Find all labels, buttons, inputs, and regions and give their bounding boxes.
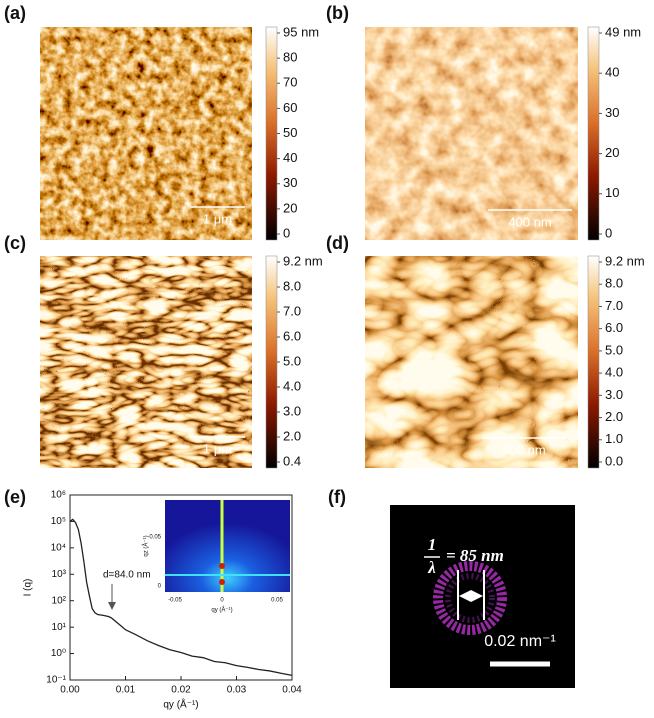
inset-tick: 0.05 — [271, 598, 283, 604]
afm-image — [365, 256, 578, 468]
colorbar-label: 30 — [605, 105, 619, 120]
x-tick-label: 0.01 — [116, 685, 136, 696]
colorbar-label: 20 — [283, 200, 297, 215]
scale-bar-label: 0.02 nm⁻¹ — [484, 633, 556, 650]
colorbar-label: 5.0 — [605, 342, 623, 357]
inset-tick: 0.05 — [149, 535, 161, 541]
y-tick-label: 10¹ — [52, 622, 67, 633]
x-tick-label: 0.03 — [227, 685, 247, 696]
fft-ring — [445, 573, 495, 623]
colorbar-label: 7.0 — [605, 298, 623, 313]
colorbar-label: 80 — [283, 50, 297, 65]
x-tick-label: 0.02 — [171, 685, 191, 696]
colorbar-label: 10 — [605, 185, 619, 200]
scale-bar-label: 400 nm — [502, 442, 545, 457]
y-tick-label: 10⁵ — [51, 516, 66, 527]
colorbar — [265, 26, 278, 241]
colorbar-label: 7.0 — [283, 303, 301, 318]
colorbar-label: 3.0 — [283, 403, 301, 418]
afm-image — [40, 27, 252, 240]
y-tick-label: 10⁰ — [51, 648, 66, 659]
scale-bar-label: 1 μm — [203, 441, 232, 456]
x-tick-label: 0.00 — [60, 685, 80, 696]
fft-image — [390, 505, 575, 688]
colorbar-label: 6.0 — [605, 320, 623, 335]
y-tick-label: 10³ — [52, 569, 67, 580]
fraction-numerator: 1 — [428, 535, 437, 554]
colorbar-label: 20 — [605, 145, 619, 160]
inset-image — [165, 500, 290, 592]
panel-f: (f) 1 λ = 85 nm 0.02 nm⁻¹ — [328, 487, 575, 688]
colorbar-label: 9.2 nm — [605, 253, 645, 268]
panel-label: (d) — [326, 233, 349, 253]
panel-label: (c) — [4, 233, 26, 253]
colorbar-label: 8.0 — [605, 276, 623, 291]
y-tick-label: 10⁶ — [51, 490, 66, 501]
colorbar-label: 2.0 — [283, 428, 301, 443]
inset-peak — [219, 579, 225, 585]
panel-e: (e) qz (Å⁻¹) 0.05 0 -0.05 0 0.05 qy (Å⁻¹… — [4, 487, 302, 711]
inset-tick: 0 — [220, 598, 224, 604]
inset-tick: -0.05 — [168, 598, 182, 604]
colorbar-label: 40 — [283, 150, 297, 165]
y-tick-label: 10² — [52, 595, 67, 606]
inset-y-label: qz (Å⁻¹) — [143, 535, 150, 556]
colorbar-label: 0 — [283, 225, 290, 240]
annotation: d=84.0 nm — [103, 570, 151, 581]
equation: = 85 nm — [446, 546, 504, 565]
colorbar-label: 0.4 — [283, 453, 301, 468]
colorbar-label: 0 — [605, 225, 612, 240]
colorbar — [265, 255, 278, 469]
colorbar-label: 50 — [283, 125, 297, 140]
colorbar-label: 0.0 — [605, 453, 623, 468]
colorbar-label: 70 — [283, 75, 297, 90]
x-tick-label: 0.04 — [282, 685, 302, 696]
colorbar-label: 95 nm — [283, 24, 319, 39]
colorbar-label: 5.0 — [283, 353, 301, 368]
inset-peak — [219, 563, 225, 569]
inset-tick: 0 — [158, 584, 162, 590]
colorbar-label: 8.0 — [283, 278, 301, 293]
panel-label: (f) — [328, 487, 346, 507]
data-line — [69, 518, 293, 676]
colorbar-label: 30 — [283, 175, 297, 190]
scale-bar-label: 1 μm — [203, 211, 232, 226]
colorbar-label: 60 — [283, 100, 297, 115]
y-tick-label: 10⁻¹ — [46, 675, 66, 686]
afm-image — [365, 27, 578, 240]
colorbar-label: 1.0 — [605, 431, 623, 446]
scale-bar-label: 400 nm — [508, 214, 551, 229]
afm-image — [40, 256, 252, 468]
inset-x-label: qy (Å⁻¹) — [211, 607, 232, 614]
panel-label: (b) — [326, 3, 349, 23]
fraction-denominator: λ — [427, 558, 436, 577]
panel-label: (e) — [4, 487, 26, 507]
x-axis-label: qy (Å⁻¹) — [163, 698, 198, 711]
fft-ring — [433, 561, 507, 635]
y-tick-label: 10⁴ — [51, 542, 66, 553]
colorbar — [587, 255, 600, 469]
colorbar-label: 4.0 — [283, 378, 301, 393]
colorbar-label: 2.0 — [605, 409, 623, 424]
y-axis-label: I (q) — [23, 579, 34, 597]
colorbar-label: 9.2 nm — [283, 253, 323, 268]
colorbar-label: 3.0 — [605, 387, 623, 402]
colorbar-label: 6.0 — [283, 328, 301, 343]
panel-label: (a) — [4, 3, 26, 23]
colorbar-label: 40 — [605, 65, 619, 80]
colorbar-label: 49 nm — [605, 24, 641, 39]
colorbar — [587, 26, 600, 241]
colorbar-label: 4.0 — [605, 365, 623, 380]
